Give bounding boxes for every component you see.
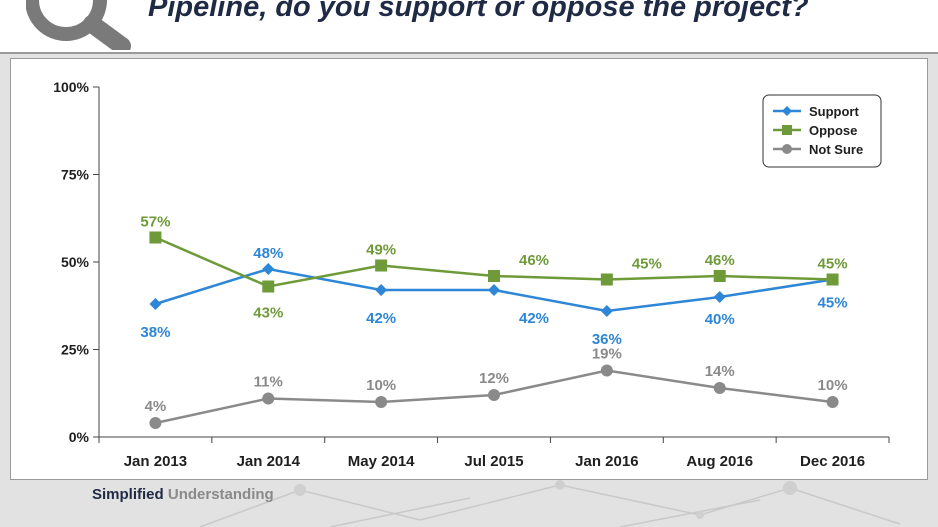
footer-brand: Simplified Understanding <box>92 486 274 503</box>
x-tick-label: Jan 2014 <box>237 453 301 470</box>
data-point <box>262 263 275 275</box>
data-label: 19% <box>592 346 622 363</box>
data-point <box>713 382 726 394</box>
data-point <box>600 305 613 317</box>
footer-brand-strong: Simplified <box>92 486 164 503</box>
data-label: 49% <box>366 242 396 259</box>
legend-label: Support <box>809 104 859 119</box>
data-label: 38% <box>140 324 170 341</box>
data-point <box>600 364 613 377</box>
data-point <box>600 273 613 286</box>
data-label: 4% <box>145 398 167 415</box>
data-label: 11% <box>254 374 283 391</box>
magnifier-icon <box>26 0 131 50</box>
data-point <box>262 280 275 293</box>
y-tick-label: 75% <box>61 167 90 183</box>
data-label: 45% <box>818 295 848 312</box>
data-point <box>375 396 388 408</box>
data-label: 57% <box>140 214 170 231</box>
data-label: 46% <box>705 252 735 269</box>
y-tick-label: 100% <box>53 79 89 95</box>
footer-network-pattern <box>199 480 901 527</box>
data-point <box>375 284 388 296</box>
data-label: 42% <box>519 310 549 327</box>
y-tick-label: 50% <box>61 254 90 270</box>
chart-axes: 0% 25% 50% 75% 100% Jan 2013 Jan 2014 May 2014 J… <box>53 79 890 470</box>
footer-brand-light: Understanding <box>167 486 274 503</box>
legend-marker <box>782 144 792 154</box>
legend-label: Oppose <box>809 123 857 138</box>
data-label: 43% <box>253 305 283 322</box>
data-point <box>713 291 726 303</box>
chart-legend: Support Oppose Not Sure <box>762 94 882 168</box>
data-label: 14% <box>705 363 735 380</box>
data-point <box>149 298 162 310</box>
data-point <box>826 396 839 408</box>
data-label: 48% <box>253 245 283 262</box>
legend-marker <box>782 125 792 135</box>
x-tick-label: Aug 2016 <box>686 453 753 470</box>
legend-marker <box>782 106 792 116</box>
data-label: 40% <box>705 311 735 328</box>
data-point <box>713 270 726 282</box>
chart-panel: 0% 25% 50% 75% 100% Jan 2013 Jan 2014 May 2014 J… <box>10 58 928 480</box>
data-label: 10% <box>818 377 848 394</box>
line-chart: 0% 25% 50% 75% 100% Jan 2013 Jan 2014 May 2014 J… <box>53 79 890 470</box>
data-label: 12% <box>479 370 509 387</box>
data-point <box>826 273 839 286</box>
data-point <box>488 270 500 282</box>
data-label: 45% <box>818 256 848 273</box>
data-label: 45% <box>632 256 662 273</box>
header-bar: Pipeline, do you support or oppose the p… <box>0 0 938 54</box>
x-tick-label: Dec 2016 <box>800 453 865 470</box>
x-tick-label: Jan 2016 <box>575 453 638 470</box>
data-label: 46% <box>519 252 549 269</box>
data-label: 42% <box>366 310 396 327</box>
data-point <box>375 259 388 272</box>
chart-question-title: Pipeline, do you support or oppose the p… <box>148 0 809 23</box>
data-label: 10% <box>366 377 396 394</box>
data-point <box>262 392 275 405</box>
x-tick-label: Jul 2015 <box>464 453 523 470</box>
data-point <box>149 231 162 244</box>
data-label: 36% <box>592 331 622 348</box>
data-point <box>149 417 162 429</box>
x-tick-label: May 2014 <box>348 453 415 470</box>
data-point <box>488 284 500 296</box>
x-tick-label: Jan 2013 <box>124 453 187 470</box>
legend-label: Not Sure <box>809 142 863 157</box>
y-tick-label: 0% <box>69 429 90 445</box>
y-tick-label: 25% <box>61 342 90 358</box>
chart-series: 38% 48% 42% 42% 36% 40% 45% 57% 43% 49% 46% 45% 46% 4… <box>140 214 848 429</box>
data-point <box>488 389 500 401</box>
